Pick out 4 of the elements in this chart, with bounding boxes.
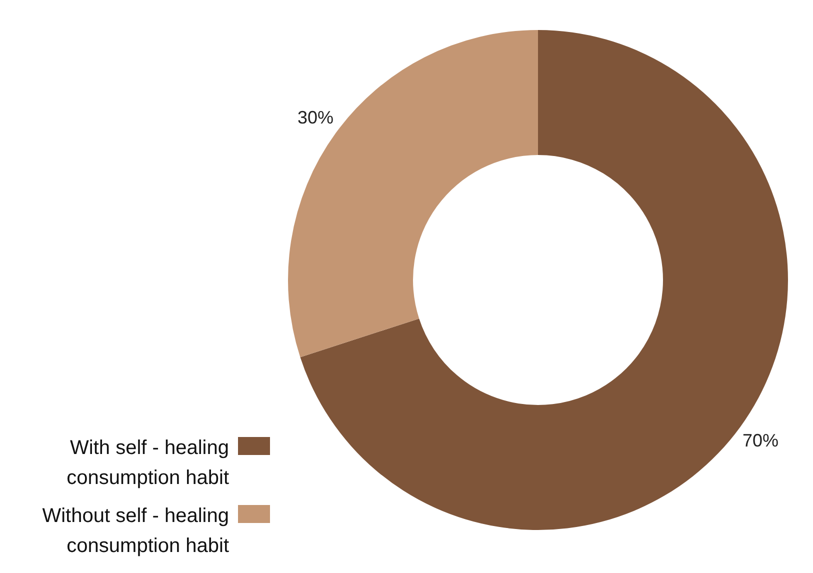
data-label: 70% xyxy=(742,430,778,451)
legend-label: With self - healing consumption habit xyxy=(66,436,229,491)
data-label: 30% xyxy=(298,107,334,128)
legend-label: Without self - healing consumption habit xyxy=(41,504,229,559)
